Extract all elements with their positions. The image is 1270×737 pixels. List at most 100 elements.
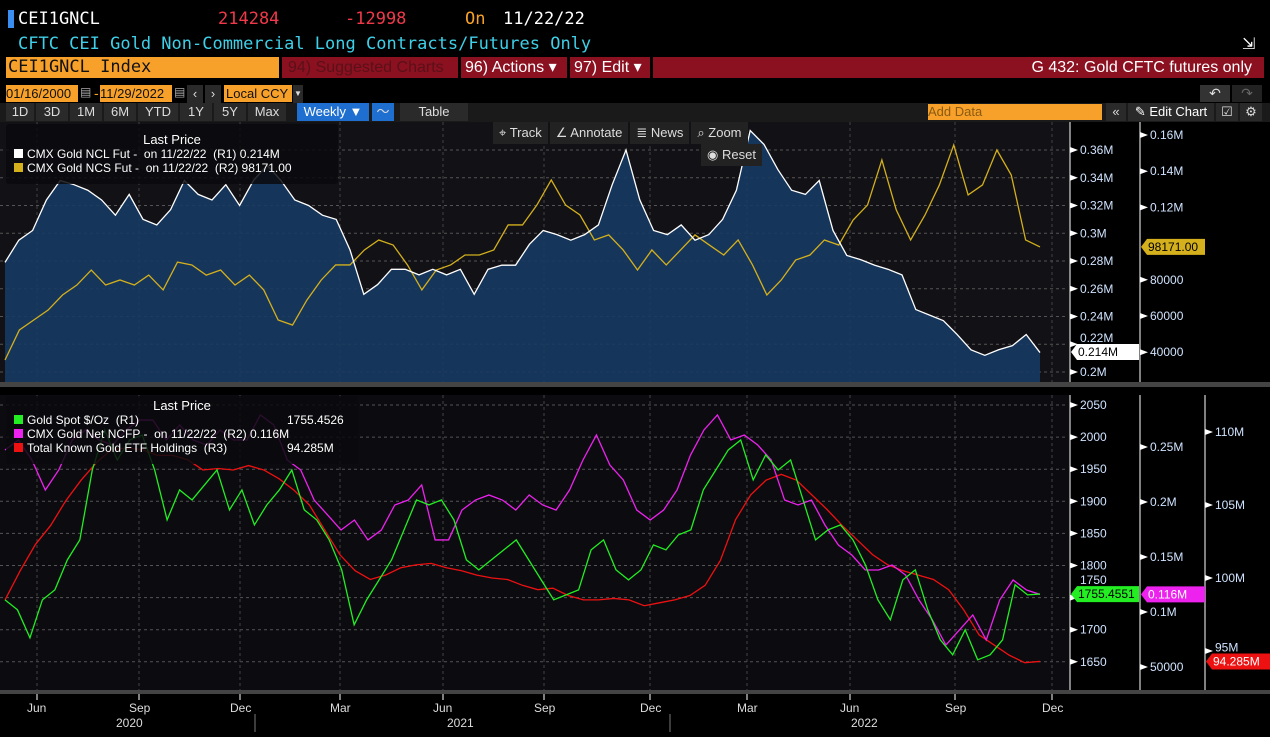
- last-value-label: 1755.4551: [1078, 587, 1135, 601]
- actions-menu[interactable]: 96) Actions ▾: [461, 57, 567, 78]
- tick-label: 2000: [1080, 430, 1107, 444]
- period-1m[interactable]: 1M: [70, 103, 102, 121]
- calendar-icon[interactable]: ▤: [80, 85, 92, 99]
- reset-button[interactable]: ◉ Reset: [701, 144, 762, 166]
- tick-label: 0.36M: [1080, 143, 1113, 157]
- tick-label: 95M: [1215, 640, 1238, 654]
- tick-label: 1850: [1080, 526, 1107, 540]
- header-date: 11/22/22: [503, 9, 585, 29]
- annotate-button[interactable]: ∠ Annotate: [549, 122, 629, 144]
- calendar-icon[interactable]: ▤: [174, 85, 186, 99]
- tick-mark: [1070, 147, 1078, 153]
- legend-label: CMX Gold Net NCFP - on 11/22/22 (R2): [27, 427, 247, 441]
- tick-mark: [1140, 444, 1148, 450]
- currency-select[interactable]: Local CCY: [224, 85, 292, 102]
- redo-button[interactable]: ↷: [1232, 85, 1262, 102]
- annotate-edit-icon[interactable]: ☑: [1216, 103, 1238, 121]
- popout-icon[interactable]: ⇲: [1242, 36, 1256, 53]
- series-line-gold-spot: [4, 428, 1041, 661]
- tick-mark: [1205, 429, 1213, 435]
- tick-label: 0.12M: [1150, 200, 1183, 214]
- legend-title: Last Price: [143, 132, 201, 147]
- tick-mark: [1070, 174, 1078, 181]
- on-label: On: [465, 9, 486, 29]
- period-ytd[interactable]: YTD: [138, 103, 178, 121]
- tick-label: 0.2M: [1150, 495, 1177, 509]
- top-legend: Last Price CMX Gold NCL Fut - on 11/22/2…: [6, 124, 338, 184]
- tick-label: 0.34M: [1080, 171, 1113, 185]
- tick-mark: [1205, 648, 1213, 654]
- tick-mark: [1070, 341, 1078, 348]
- tick-mark: [1070, 562, 1078, 569]
- news-button[interactable]: ≣ News: [630, 122, 690, 144]
- panel-divider: [0, 382, 1270, 387]
- tick-label: 0.14M: [1150, 164, 1183, 178]
- legend-value: 1755.4526: [287, 413, 344, 427]
- tick-mark: [1070, 369, 1078, 375]
- tick-mark: [1140, 554, 1148, 560]
- tick-label: 0.16M: [1150, 128, 1183, 142]
- legend-title: Last Price: [153, 398, 211, 413]
- tick-label: 0.1M: [1150, 605, 1177, 619]
- prev-period-button[interactable]: ‹: [187, 85, 203, 103]
- tick-label: 110M: [1215, 425, 1244, 439]
- next-period-button[interactable]: ›: [205, 85, 221, 103]
- chart-name: G 432: Gold CFTC futures only: [653, 57, 1264, 78]
- tick-label: 0.2M: [1080, 365, 1107, 379]
- period-5y[interactable]: 5Y: [214, 103, 246, 121]
- change-value: -12998: [345, 9, 407, 29]
- add-data-input[interactable]: Add Data: [928, 104, 1102, 120]
- end-date-input[interactable]: 11/29/2022: [100, 85, 172, 102]
- x-tick-label: Jun: [27, 701, 46, 715]
- gear-icon[interactable]: ⚙: [1240, 103, 1262, 121]
- tick-mark: [1070, 258, 1078, 264]
- tick-label: 0.15M: [1150, 550, 1183, 564]
- track-button[interactable]: ⌖ Track: [493, 122, 548, 144]
- last-value-tag: [1071, 344, 1139, 360]
- x-tick-label: Dec: [640, 701, 661, 715]
- period-3d[interactable]: 3D: [36, 103, 68, 121]
- tick-label: 1950: [1080, 462, 1107, 476]
- security-field[interactable]: CEI1GNCL Index: [6, 57, 279, 78]
- panel-divider: [0, 690, 1270, 694]
- area-fill: [5, 130, 1040, 382]
- x-tick-label: Dec: [230, 701, 251, 715]
- period-1d[interactable]: 1D: [6, 103, 34, 121]
- legend-item: Total Known Gold ETF Holdings (R3) 94.285…: [6, 441, 358, 455]
- legend-swatch: [14, 429, 23, 438]
- chevron-down-icon[interactable]: ▼: [293, 85, 303, 103]
- tick-label: 0.32M: [1080, 199, 1113, 213]
- edit-chart-label: Edit Chart: [1149, 104, 1208, 119]
- tick-mark: [1140, 168, 1148, 175]
- undo-button[interactable]: ↶: [1200, 85, 1230, 102]
- edit-chart-button[interactable]: ✎ Edit Chart: [1128, 103, 1214, 121]
- legend-item: CMX Gold NCS Fut - on 11/22/22 (R2) 9817…: [6, 161, 338, 175]
- line-chart-icon[interactable]: 〜: [372, 103, 394, 121]
- date-separator: -: [94, 85, 99, 101]
- period-1y[interactable]: 1Y: [180, 103, 212, 121]
- legend-item: CMX Gold NCL Fut - on 11/22/22 (R1) 0.21…: [6, 147, 338, 161]
- edit-menu[interactable]: 97) Edit ▾: [570, 57, 650, 78]
- suggested-charts-button[interactable]: 94) Suggested Charts: [282, 57, 458, 78]
- legend-swatch: [14, 443, 23, 452]
- collapse-icon[interactable]: «: [1106, 103, 1126, 121]
- chart-tools: ⌖ Track ∠ Annotate ≣ News ⌕ Zoom: [493, 122, 748, 144]
- ticker-marker: [8, 10, 14, 28]
- frequency-select[interactable]: Weekly ▼: [297, 103, 369, 121]
- legend-item: CMX Gold Net NCFP - on 11/22/22 (R2) 0.1…: [6, 427, 358, 441]
- table-button[interactable]: Table: [400, 103, 468, 121]
- tick-mark: [1070, 530, 1078, 537]
- legend-swatch: [14, 415, 23, 424]
- last-value-label: 0.116M: [1148, 587, 1187, 601]
- x-tick-label: Sep: [945, 701, 967, 715]
- period-6m[interactable]: 6M: [104, 103, 136, 121]
- legend-value: 0.116M: [249, 427, 290, 441]
- start-date-input[interactable]: 01/16/2000: [6, 85, 78, 102]
- period-max[interactable]: Max: [248, 103, 286, 121]
- legend-label: CMX Gold NCS Fut - on 11/22/22 (R2): [27, 161, 239, 175]
- tick-mark: [1140, 313, 1148, 319]
- zoom-button[interactable]: ⌕ Zoom: [691, 122, 748, 144]
- tick-label: 1750: [1080, 573, 1107, 587]
- bottom-legend: Last Price Gold Spot $/Oz (R1) 1755.4526 …: [6, 396, 358, 464]
